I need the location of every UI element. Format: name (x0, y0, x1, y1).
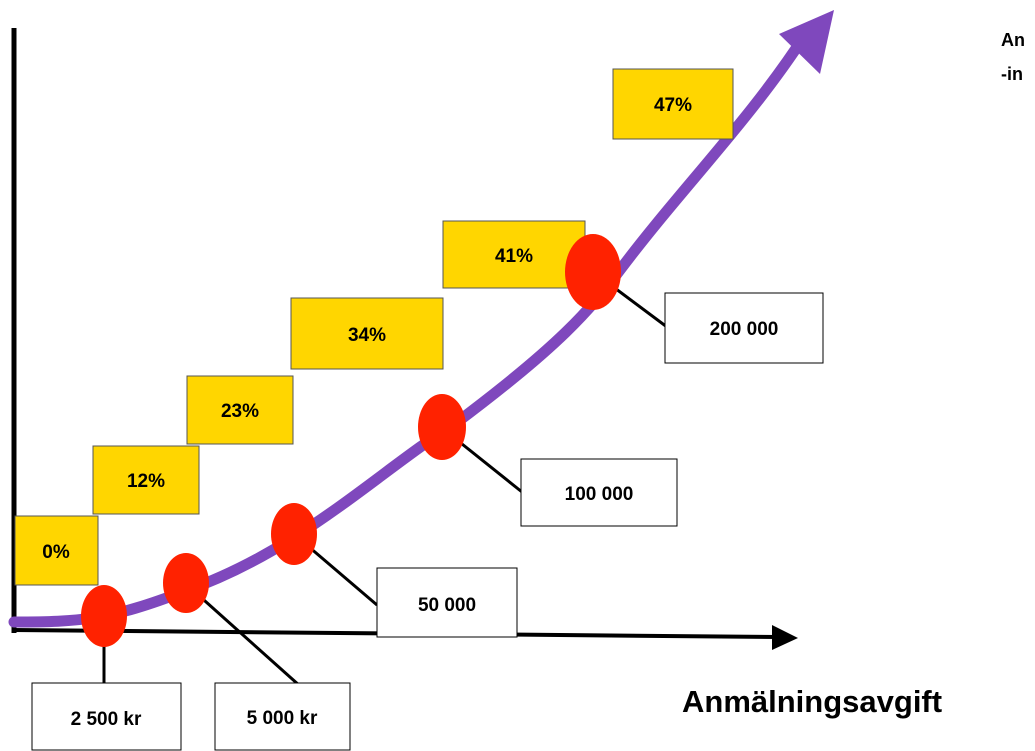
percent-label: 41% (495, 246, 533, 267)
amount-label: 2 500 kr (71, 709, 142, 730)
curve-marker (163, 553, 209, 613)
amount-box: 2 500 kr (31, 682, 182, 751)
amount-box-rect (214, 682, 351, 751)
curve-marker (418, 394, 466, 460)
amount-box: 200 000 (664, 292, 824, 364)
amount-boxes: 2 500 kr 5 000 kr 50 000 100 000 200 000 (31, 292, 824, 751)
curve-markers (81, 234, 621, 647)
percent-box-rect (14, 515, 99, 586)
percent-box: 47% (612, 68, 734, 140)
amount-box: 50 000 (376, 567, 518, 638)
curve-marker (271, 503, 317, 565)
amount-box-rect (376, 567, 518, 638)
amount-box-rect (520, 458, 678, 527)
percent-box: 23% (186, 375, 294, 445)
percent-box-rect (290, 297, 444, 370)
percent-box: 41% (442, 220, 586, 289)
curve-marker (565, 234, 621, 310)
side-note-line-1: An (1001, 30, 1025, 50)
percent-box-rect (92, 445, 200, 515)
curve-marker (81, 585, 127, 647)
amount-label: 200 000 (710, 319, 779, 340)
percent-box-rect (612, 68, 734, 140)
percent-label: 47% (654, 95, 692, 116)
amount-box-rect (31, 682, 182, 751)
amount-label: 50 000 (418, 595, 476, 616)
x-axis-arrowhead (772, 625, 798, 650)
amount-box: 100 000 (520, 458, 678, 527)
x-axis-title: Anmälningsavgift (682, 684, 942, 719)
percent-box: 34% (290, 297, 444, 370)
percent-label: 12% (127, 471, 165, 492)
percent-box-rect (186, 375, 294, 445)
percent-box: 12% (92, 445, 200, 515)
amount-box: 5 000 kr (214, 682, 351, 751)
percent-label: 23% (221, 401, 259, 422)
connector-line (184, 582, 302, 688)
curve-arrowhead (779, 10, 834, 74)
percent-label: 0% (42, 542, 70, 563)
amount-box-rect (664, 292, 824, 364)
amount-label: 100 000 (565, 484, 634, 505)
amount-label: 5 000 kr (247, 708, 318, 729)
side-note-line-2: -in (1001, 64, 1023, 84)
percent-label: 34% (348, 325, 386, 346)
percent-boxes: 0% 12% 23% 34% 41% 47% (14, 68, 734, 586)
percent-box: 0% (14, 515, 99, 586)
